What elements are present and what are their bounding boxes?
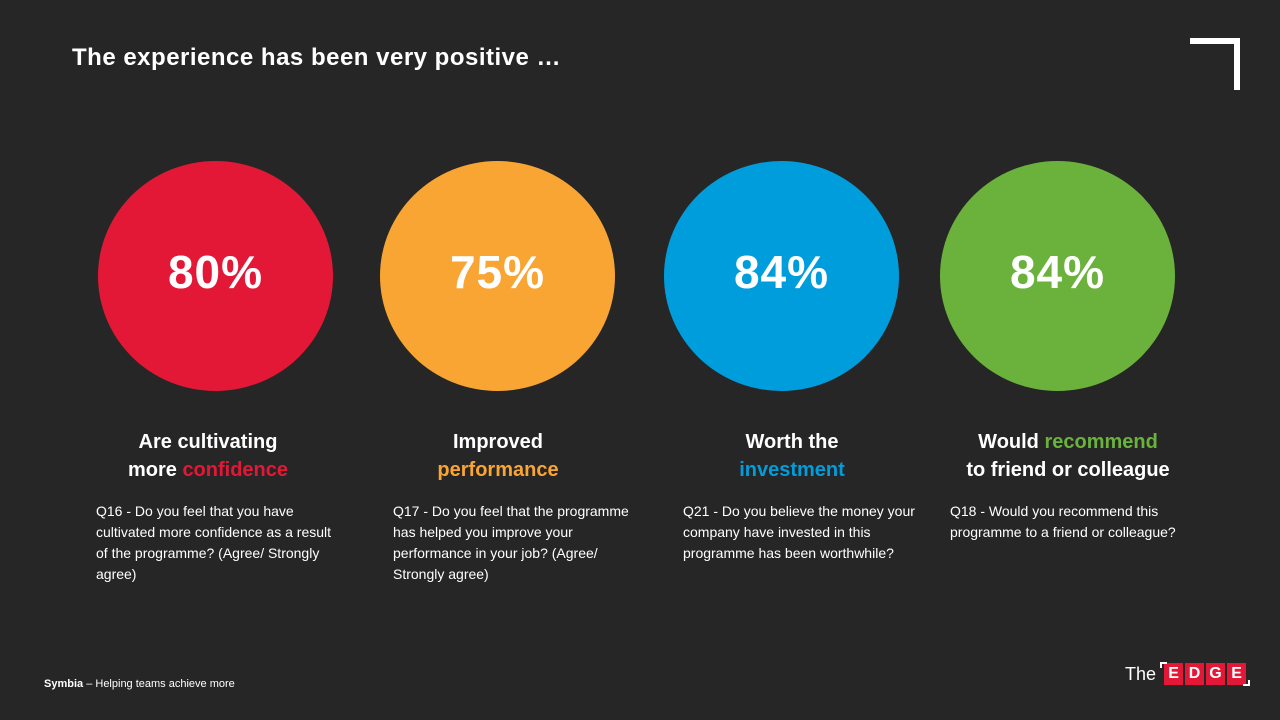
footer-brand: Symbia [44,678,84,690]
stat-question-q21: Q21 - Do you believe the money your comp… [683,503,915,561]
heading-accent-word: confidence [182,459,289,481]
stat-value: 84% [733,246,830,298]
stat-circle-performance: 75% [380,161,615,391]
heading-line2: to friend or colleague [966,459,1170,481]
logo-edge-letters: E D G E [1160,662,1251,686]
stat-heading-investment: Worth the investment [652,428,932,484]
stat-value: 75% [449,246,546,298]
stat-circle-recommend: 84% [940,161,1175,391]
heading-line1: Worth the [745,431,839,453]
stat-question-q18: Q18 - Would you recommend this programme… [950,503,1176,540]
the-edge-logo: The E D G E [1125,660,1251,688]
logo-letter: E [1227,663,1247,685]
stat-value: 80% [167,246,264,298]
stat-circle-investment: 84% [664,161,899,391]
logo-letter: E [1164,663,1184,685]
stat-heading-recommend: Would recommend to friend or colleague [928,428,1208,484]
logo-letter: G [1206,663,1226,685]
heading-accent-word: investment [739,459,845,481]
stat-question-q17: Q17 - Do you feel that the programme has… [393,503,629,582]
logo-the-text: The [1125,663,1157,684]
heading-accent-word: performance [437,459,559,481]
stat-question-q16: Q16 - Do you feel that you have cultivat… [96,503,332,582]
heading-line2: more [127,459,183,481]
corner-bracket-decoration [1190,38,1240,90]
stat-heading-performance: Improved performance [358,428,638,484]
footer-tagline: – Helping teams achieve more [83,678,235,690]
stat-heading-confidence: Are cultivating more confidence [68,428,348,484]
heading-accent-word: recommend [1044,431,1158,453]
stat-circle-confidence: 80% [98,161,333,391]
slide-title: The experience has been very positive … [72,44,562,71]
footer-text: Symbia – Helping teams achieve more [44,678,235,690]
logo-letter: D [1185,663,1205,685]
heading-line1: Are cultivating [138,431,278,453]
heading-line1: Improved [452,431,544,453]
stat-value: 84% [1009,246,1106,298]
heading-line1: Would [978,431,1045,453]
